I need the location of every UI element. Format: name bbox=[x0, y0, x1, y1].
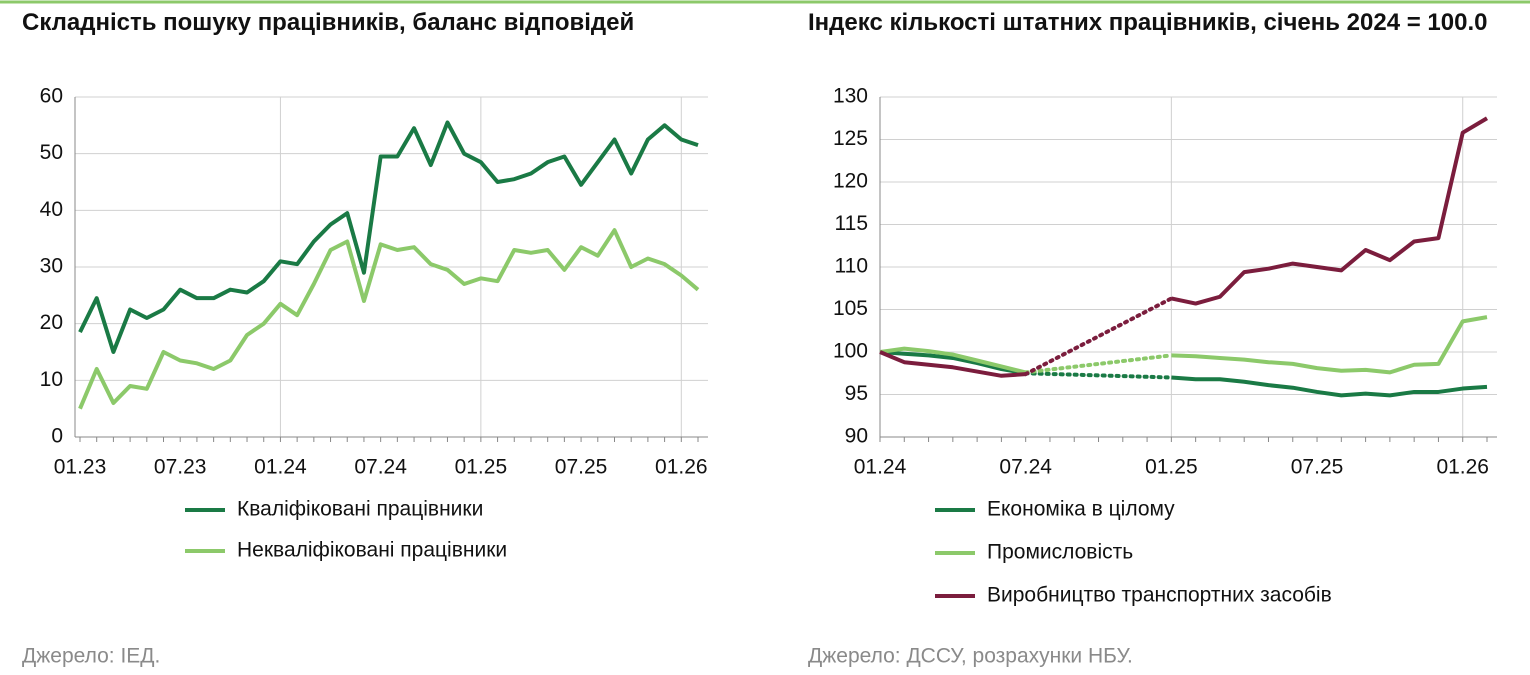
series-line bbox=[879, 346, 1027, 375]
x-tick-label: 07.23 bbox=[154, 456, 207, 479]
source-note: Джерело: ДССУ, розрахунки НБУ. bbox=[808, 645, 1133, 668]
y-tick-label: 20 bbox=[40, 311, 63, 334]
series-line bbox=[1171, 375, 1488, 398]
legend-label: Промисловість bbox=[987, 541, 1133, 564]
x-tick-label: 01.23 bbox=[54, 456, 107, 479]
series-line bbox=[1171, 315, 1488, 375]
legend-label: Економіка в цілому bbox=[987, 498, 1175, 521]
source-note: Джерело: ІЕД. bbox=[22, 645, 160, 668]
legend-label: Некваліфіковані працівники bbox=[237, 539, 507, 562]
y-tick-label: 40 bbox=[40, 198, 63, 221]
series-line bbox=[879, 350, 1026, 378]
x-tick-label: 07.25 bbox=[1291, 456, 1344, 479]
x-tick-label: 01.26 bbox=[655, 456, 708, 479]
x-tick-label: 01.24 bbox=[854, 456, 907, 479]
chart-title: Індекс кількості штатних працівників, сі… bbox=[808, 9, 1487, 36]
y-tick-label: 110 bbox=[835, 255, 868, 278]
x-tick-label: 07.24 bbox=[354, 456, 407, 479]
y-tick-label: 90 bbox=[845, 425, 868, 448]
y-tick-label: 100 bbox=[833, 340, 868, 363]
legend-label: Виробництво транспортних засобів bbox=[987, 584, 1332, 607]
x-tick-label: 07.25 bbox=[555, 456, 608, 479]
series-line bbox=[78, 228, 700, 410]
y-tick-label: 105 bbox=[833, 297, 868, 320]
y-tick-label: 0 bbox=[51, 425, 63, 448]
gap-connector bbox=[1023, 296, 1174, 377]
x-tick-label: 07.24 bbox=[999, 456, 1052, 479]
x-tick-label: 01.24 bbox=[254, 456, 307, 479]
x-tick-label: 01.25 bbox=[1145, 456, 1198, 479]
x-tick-label: 01.25 bbox=[455, 456, 508, 479]
series-line bbox=[879, 350, 1027, 376]
y-tick-label: 130 bbox=[833, 85, 868, 108]
series-line bbox=[1170, 116, 1489, 306]
series-line bbox=[78, 120, 699, 354]
x-tick-label: 01.26 bbox=[1436, 456, 1489, 479]
y-tick-label: 30 bbox=[40, 255, 63, 278]
legend-label: Кваліфіковані працівники bbox=[237, 498, 483, 521]
gap-connector bbox=[1023, 353, 1174, 375]
gap-connector bbox=[1023, 371, 1174, 380]
y-tick-label: 125 bbox=[833, 127, 868, 150]
y-tick-label: 120 bbox=[833, 170, 868, 193]
chart-title: Складність пошуку працівників, баланс ві… bbox=[22, 9, 634, 36]
y-tick-label: 115 bbox=[835, 212, 868, 235]
y-tick-label: 60 bbox=[40, 85, 63, 108]
y-tick-label: 95 bbox=[845, 382, 868, 405]
y-tick-label: 10 bbox=[40, 368, 63, 391]
y-tick-label: 50 bbox=[40, 141, 63, 164]
